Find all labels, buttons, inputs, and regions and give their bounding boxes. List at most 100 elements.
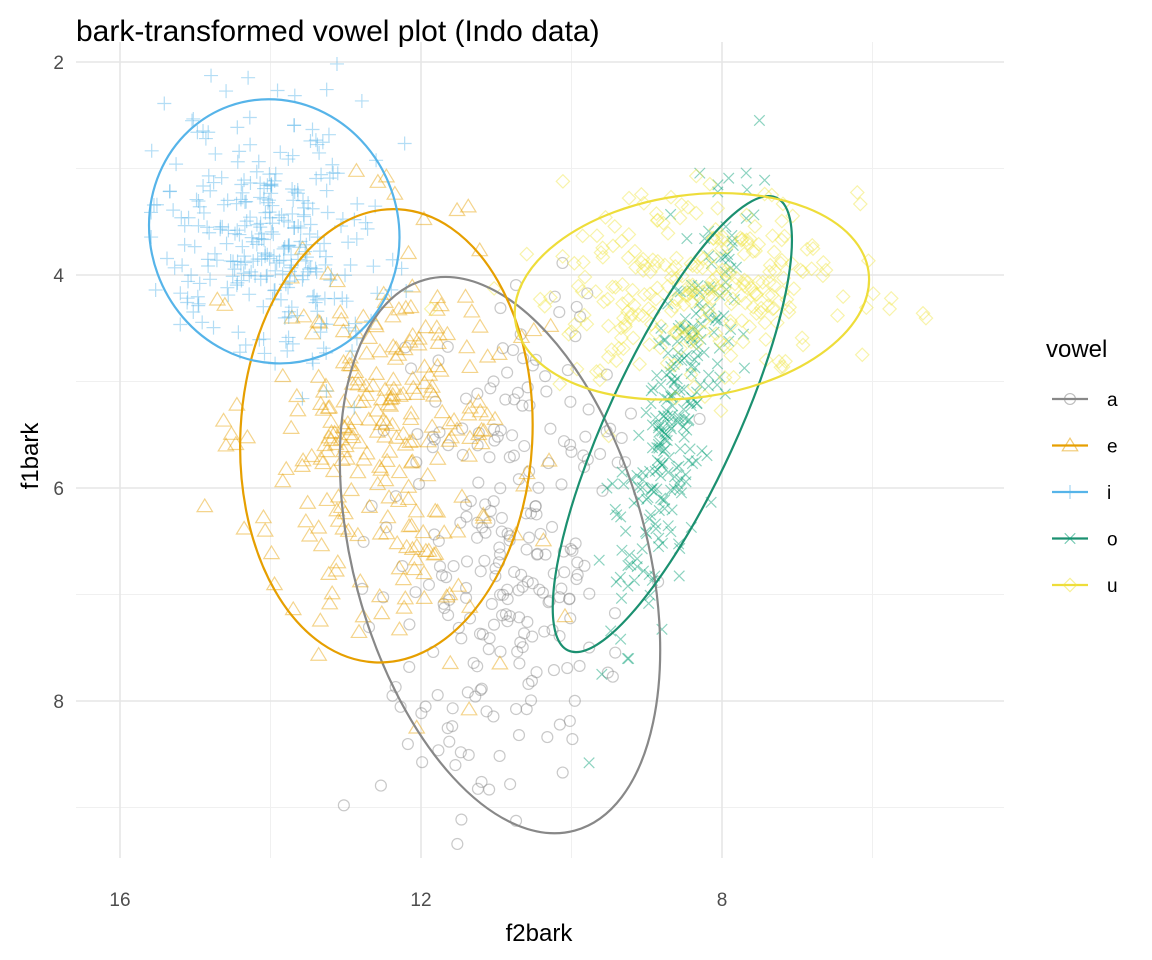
point-o — [665, 360, 677, 373]
point-u — [617, 319, 633, 335]
point-a — [487, 710, 500, 723]
point-o — [654, 437, 666, 449]
point-i — [264, 186, 279, 201]
point-a — [571, 556, 584, 569]
point-o — [725, 262, 737, 274]
point-i — [292, 240, 307, 255]
point-i — [250, 252, 265, 267]
point-i — [348, 316, 363, 331]
point-i — [237, 173, 252, 188]
point-a — [501, 527, 514, 540]
point-o — [647, 382, 659, 394]
point-a — [483, 451, 496, 464]
point-e — [433, 403, 451, 419]
point-e — [298, 494, 317, 509]
point-a — [419, 700, 432, 713]
point-o — [666, 409, 678, 421]
point-i — [207, 246, 222, 261]
point-e — [428, 450, 447, 465]
point-i — [316, 341, 331, 356]
point-e — [440, 414, 459, 430]
point-e — [460, 701, 478, 716]
point-u — [740, 235, 756, 251]
point-a — [531, 547, 544, 560]
point-a — [521, 381, 534, 394]
point-i — [312, 244, 327, 259]
point-i — [221, 288, 236, 303]
point-e — [391, 387, 410, 402]
point-o — [653, 419, 665, 432]
point-a — [451, 837, 464, 851]
point-i — [312, 145, 327, 160]
point-e — [525, 321, 543, 337]
point-o — [692, 279, 704, 292]
legend-item-o: o — [1052, 530, 1118, 551]
point-o — [668, 375, 681, 387]
point-u — [649, 280, 665, 296]
point-o — [645, 509, 657, 521]
point-u — [774, 213, 790, 229]
point-a — [548, 290, 561, 303]
point-o — [714, 371, 726, 383]
point-i — [237, 249, 252, 264]
point-i — [249, 237, 264, 252]
point-i — [146, 198, 161, 213]
point-e — [387, 340, 405, 355]
point-i — [238, 337, 253, 352]
point-o — [651, 454, 664, 467]
point-u — [633, 254, 649, 270]
point-i — [268, 166, 283, 181]
point-e — [459, 198, 478, 213]
point-u — [669, 325, 685, 341]
point-e — [506, 526, 525, 541]
point-i — [160, 251, 175, 266]
point-a — [524, 507, 538, 520]
point-u — [767, 263, 783, 279]
point-o — [664, 420, 676, 432]
point-u — [593, 245, 609, 261]
point-e — [367, 317, 385, 333]
point-o — [685, 279, 698, 291]
point-u — [570, 278, 586, 294]
point-u — [696, 324, 712, 340]
point-e — [256, 522, 274, 537]
point-o — [653, 532, 665, 544]
point-e — [340, 425, 359, 441]
point-e — [309, 313, 327, 328]
point-o — [641, 493, 653, 506]
point-e — [437, 588, 456, 603]
point-o — [702, 380, 715, 392]
point-a — [600, 425, 613, 438]
point-e — [357, 345, 376, 360]
point-i — [242, 110, 257, 125]
point-o — [698, 346, 710, 358]
point-i — [257, 346, 272, 361]
point-u — [577, 269, 593, 285]
point-u — [705, 248, 721, 264]
point-e — [386, 185, 404, 200]
point-e — [332, 498, 351, 514]
point-u — [673, 340, 689, 356]
point-i — [186, 111, 201, 126]
point-o — [712, 179, 724, 191]
point-i — [237, 218, 252, 233]
point-e — [410, 336, 428, 351]
point-i — [298, 244, 313, 259]
point-u — [676, 296, 692, 312]
point-a — [476, 628, 489, 641]
point-e — [379, 395, 397, 411]
point-i — [149, 197, 164, 212]
point-a — [578, 460, 591, 474]
point-o — [656, 623, 668, 635]
point-i — [320, 205, 335, 220]
point-u — [601, 428, 617, 444]
point-u — [714, 241, 730, 257]
point-i — [282, 238, 297, 253]
point-a — [564, 612, 577, 625]
point-u — [685, 277, 701, 293]
point-o — [663, 415, 675, 428]
point-a — [693, 412, 706, 425]
point-o — [677, 383, 690, 396]
point-u — [849, 184, 865, 200]
